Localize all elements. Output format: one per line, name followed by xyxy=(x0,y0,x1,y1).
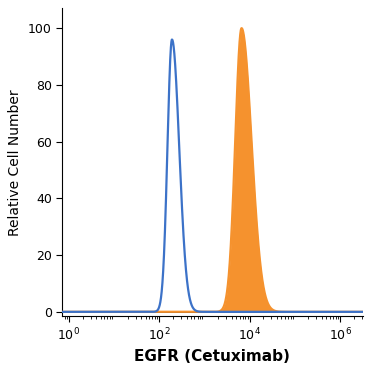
X-axis label: EGFR (Cetuximab): EGFR (Cetuximab) xyxy=(134,349,290,364)
Y-axis label: Relative Cell Number: Relative Cell Number xyxy=(8,89,22,235)
